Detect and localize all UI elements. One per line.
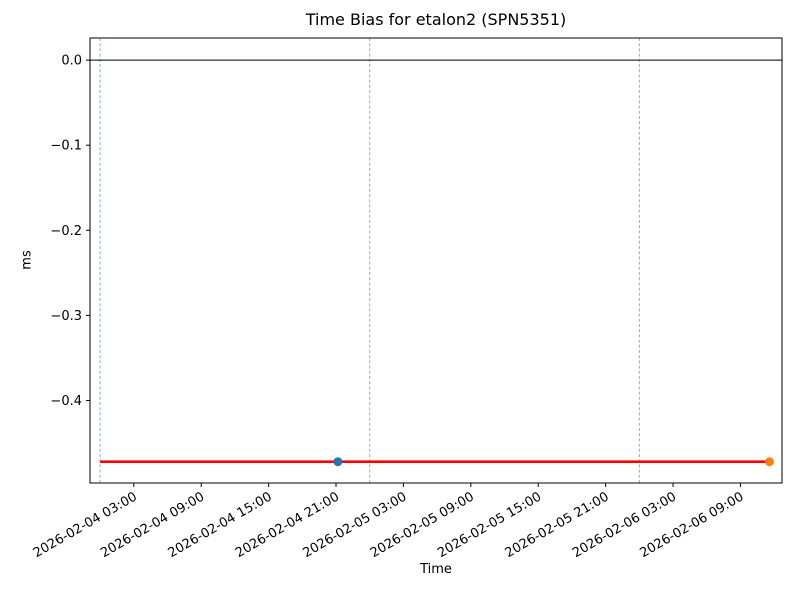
- latest-point-orange: [764, 457, 774, 467]
- y-tick-label: −0.2: [50, 224, 82, 239]
- y-tick-label: 0.0: [61, 54, 82, 69]
- chart-title: Time Bias for etalon2 (SPN5351): [305, 10, 567, 29]
- y-tick-label: −0.4: [50, 394, 82, 409]
- measurement-point-blue: [333, 457, 343, 467]
- x-axis-label: Time: [420, 562, 452, 577]
- y-tick-label: −0.1: [50, 139, 82, 154]
- y-tick-label: −0.3: [50, 309, 82, 324]
- axes-box: [89, 37, 783, 484]
